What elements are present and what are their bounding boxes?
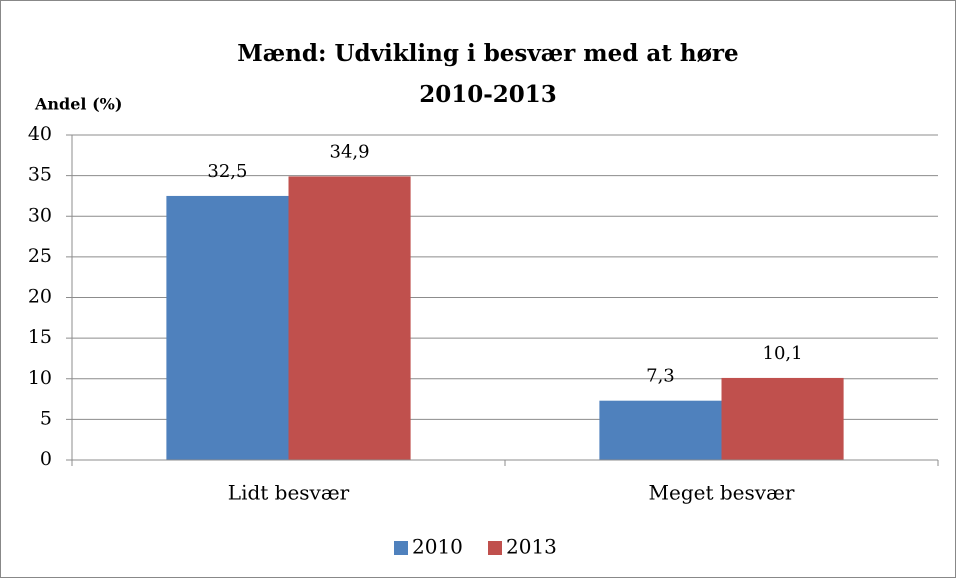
x-tick-label: Meget besvær: [649, 481, 795, 505]
y-tick-label: 35: [28, 164, 52, 186]
chart-title: Mænd: Udvikling i besvær med at høre: [237, 40, 738, 67]
y-tick-label: 0: [40, 448, 52, 470]
y-tick-label: 20: [28, 286, 52, 308]
data-label: 32,5: [207, 161, 247, 182]
y-tick-label: 15: [28, 326, 52, 348]
data-label: 7,3: [646, 366, 675, 387]
y-tick-label: 30: [28, 204, 52, 226]
data-label: 34,9: [330, 141, 370, 162]
legend-label: 2010: [412, 535, 463, 559]
bar: [166, 195, 289, 460]
bar: [721, 377, 844, 460]
legend-swatch: [488, 541, 502, 555]
legend-swatch: [394, 541, 408, 555]
y-tick-label: 10: [28, 367, 52, 389]
x-tick-label: Lidt besvær: [228, 481, 350, 505]
chart-subtitle: 2010-2013: [419, 81, 557, 108]
bar: [599, 400, 722, 460]
y-tick-label: 40: [28, 123, 52, 145]
y-tick-label: 5: [40, 407, 52, 429]
y-axis-label: Andel (%): [34, 95, 122, 114]
data-label: 10,1: [763, 343, 803, 364]
y-tick-label: 25: [28, 245, 52, 267]
bar: [288, 176, 411, 460]
legend-label: 2013: [506, 535, 557, 559]
